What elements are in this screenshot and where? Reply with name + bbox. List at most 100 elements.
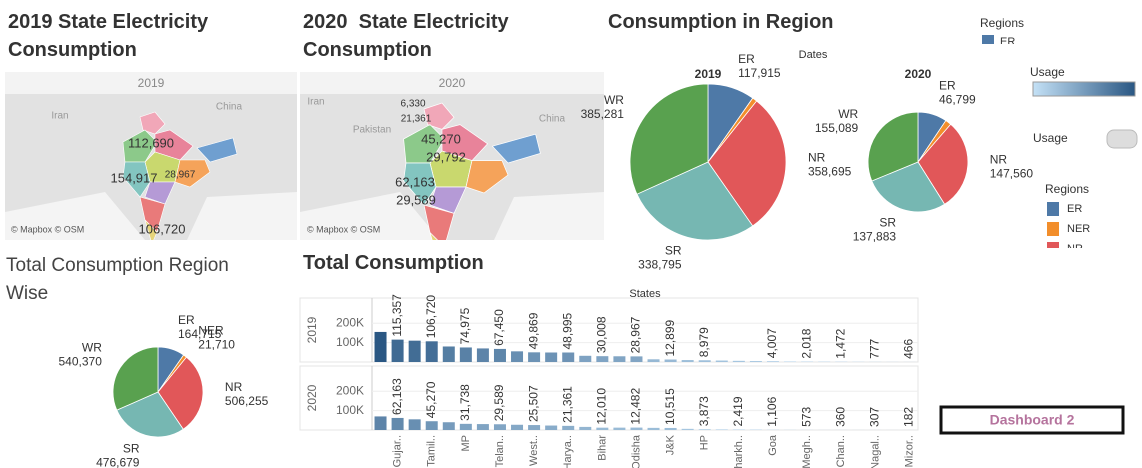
bar bbox=[681, 360, 694, 362]
bar bbox=[647, 427, 660, 430]
legend-swatch bbox=[982, 35, 994, 44]
bar bbox=[476, 348, 489, 362]
bar bbox=[698, 429, 711, 430]
bar bbox=[408, 419, 421, 430]
x-tick-label: Gujar.. bbox=[392, 435, 404, 467]
bar bbox=[493, 348, 506, 362]
facet-title: Dates bbox=[799, 49, 828, 61]
map-region bbox=[403, 162, 437, 206]
legend-label: ER bbox=[1000, 36, 1015, 48]
x-tick-label: MP bbox=[460, 435, 472, 452]
slice-value: 137,883 bbox=[853, 230, 897, 244]
bar bbox=[425, 341, 438, 362]
bar bbox=[715, 429, 728, 430]
pie-slice bbox=[157, 356, 204, 430]
usage-legend: Usage 182 154,917 bbox=[1030, 65, 1136, 111]
x-header: States bbox=[629, 288, 661, 300]
map-header: 2019 bbox=[138, 76, 165, 90]
bar-value-label: 31,738 bbox=[458, 384, 472, 421]
bar-value-label: 21,361 bbox=[560, 386, 574, 423]
map-header: 2020 bbox=[439, 76, 466, 90]
chart-title: Total Consumption bbox=[303, 252, 484, 274]
slice-category: SR bbox=[123, 442, 140, 456]
map-value-label: 154,917 bbox=[111, 170, 158, 185]
slice-value: 21,710 bbox=[198, 338, 235, 352]
bar bbox=[579, 355, 592, 362]
bar-value-label: 12,010 bbox=[595, 388, 609, 425]
map-region bbox=[491, 133, 541, 164]
legend-title: Regions bbox=[1045, 182, 1089, 196]
slice-category: NR bbox=[990, 153, 1008, 167]
bar bbox=[579, 426, 592, 430]
bar bbox=[442, 346, 455, 362]
map-value-label: 29,792 bbox=[426, 149, 466, 164]
bar bbox=[442, 422, 455, 430]
legend-label: NER bbox=[1067, 223, 1090, 235]
map-region bbox=[154, 129, 194, 161]
row-frame bbox=[299, 365, 919, 431]
filter-title: Usage bbox=[1033, 131, 1068, 145]
chart-title: Consumption in Region bbox=[608, 11, 834, 33]
legend-swatch bbox=[1047, 242, 1059, 248]
ramp-max-label: 154,917 bbox=[1097, 100, 1134, 111]
map-credit: © Mapbox © OSM bbox=[11, 224, 84, 234]
slice-value: 338,795 bbox=[638, 258, 682, 272]
x-tick-label: West.. bbox=[528, 435, 540, 466]
map-2020 bbox=[300, 72, 604, 240]
bar bbox=[664, 427, 677, 430]
bar-value-label: 67,450 bbox=[492, 309, 506, 346]
bar-value-label: 12,482 bbox=[629, 388, 643, 425]
x-tick-label: Jharkh.. bbox=[733, 435, 745, 468]
chart-layer: ER117,915NR358,695SR338,795WR385,281ER46… bbox=[58, 52, 1033, 468]
slice-value: 117,915 bbox=[738, 66, 781, 80]
map-region bbox=[423, 204, 455, 240]
slice-value: 164,715 bbox=[178, 327, 222, 341]
bar-value-label: 1,472 bbox=[833, 328, 847, 358]
bar bbox=[459, 423, 472, 430]
map-region bbox=[441, 124, 489, 162]
bar bbox=[630, 356, 643, 362]
bar bbox=[596, 427, 609, 430]
x-tick-label: Tamil.. bbox=[426, 435, 438, 467]
slice-value: 155,089 bbox=[815, 121, 859, 135]
dashboard-tab[interactable] bbox=[939, 405, 1125, 435]
ramp-min-label: 182 bbox=[1035, 100, 1052, 111]
slice-category: ER bbox=[939, 78, 956, 92]
bar-value-label: 10,515 bbox=[663, 388, 677, 425]
slice-category: WR bbox=[604, 93, 624, 107]
filter-slider[interactable] bbox=[1106, 129, 1138, 149]
map-sea bbox=[300, 192, 440, 240]
bar-value-label: 30,008 bbox=[595, 316, 609, 353]
bar bbox=[715, 360, 728, 362]
map-value-label: 62,163 bbox=[395, 174, 435, 189]
bar bbox=[766, 361, 779, 362]
map-region bbox=[174, 159, 211, 188]
bar-value-label: 466 bbox=[902, 339, 916, 359]
legend-title: Regions bbox=[980, 16, 1024, 30]
bar bbox=[647, 359, 660, 362]
bar-value-label: 48,995 bbox=[560, 312, 574, 349]
map-value-label: 106,720 bbox=[139, 221, 186, 236]
bar-value-label: 360 bbox=[833, 407, 847, 427]
x-tick-label: HP bbox=[699, 435, 711, 450]
map-value-label: 21,361 bbox=[401, 114, 432, 125]
bar-value-label: 2,018 bbox=[799, 328, 813, 358]
map-header-band bbox=[300, 72, 604, 94]
x-tick-label: Goa bbox=[767, 434, 779, 456]
row-frame bbox=[299, 297, 919, 363]
legend-label: ER bbox=[1067, 203, 1082, 215]
bar bbox=[630, 427, 643, 430]
bar bbox=[596, 356, 609, 362]
map-region bbox=[465, 160, 509, 194]
facet-label: 2020 bbox=[905, 67, 932, 81]
bar-value-label: 28,967 bbox=[629, 316, 643, 353]
x-tick-label: Harya.. bbox=[562, 435, 574, 468]
bar bbox=[545, 425, 558, 430]
y-tick-label: 100K bbox=[336, 403, 364, 417]
place-label: Iran bbox=[307, 97, 324, 108]
map-2019 bbox=[5, 72, 297, 240]
slice-value: 506,255 bbox=[225, 394, 269, 408]
bar bbox=[613, 356, 626, 362]
bar bbox=[408, 340, 421, 362]
tab-label[interactable]: Dashboard 2 bbox=[990, 412, 1075, 428]
